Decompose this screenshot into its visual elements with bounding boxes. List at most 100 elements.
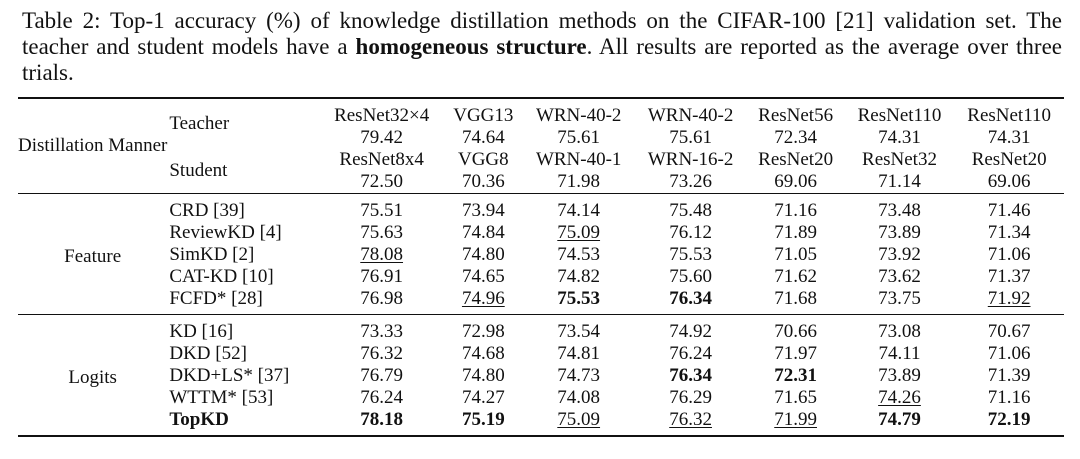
accuracy-value: 76.29: [669, 387, 712, 408]
accuracy-cell: 71.39: [954, 365, 1064, 387]
accuracy-value: 73.48: [878, 200, 921, 221]
accuracy-cell: 73.92: [845, 244, 955, 266]
accuracy-value: 73.94: [461, 200, 505, 221]
accuracy-value: 74.96: [461, 288, 505, 309]
table-row: DKD+LS* [37] 76.79 74.80 74.73 76.34 72.31 73.…: [18, 365, 1064, 387]
accuracy-value: 71.37: [987, 266, 1031, 287]
table-row: DKD [52] 76.32 74.68 74.81 76.24 71.97 74.11 71…: [18, 343, 1064, 365]
method-name: CAT-KD [10]: [169, 266, 274, 287]
table-row: FCFD* [28] 76.98 74.96 75.53 76.34 71.68 73.75…: [18, 288, 1064, 315]
accuracy-value: 76.91: [360, 266, 404, 287]
header-teacher-6: ResNet110: [967, 105, 1052, 126]
accuracy-cell: 74.68: [444, 343, 523, 365]
accuracy-value: 75.53: [669, 244, 712, 265]
accuracy-value: 72.98: [461, 321, 505, 342]
accuracy-cell: 74.92: [635, 315, 747, 344]
accuracy-cell: 75.09: [523, 409, 635, 436]
accuracy-cell: 74.14: [523, 194, 635, 223]
header-teacher-acc-0: 79.42: [360, 127, 404, 148]
accuracy-cell: 76.29: [635, 387, 747, 409]
accuracy-cell: 74.08: [523, 387, 635, 409]
header-teacher-1: VGG13: [453, 105, 514, 126]
accuracy-cell: 71.06: [954, 343, 1064, 365]
header-teacher-5: ResNet110: [857, 105, 942, 126]
method-name: TopKD: [169, 409, 229, 430]
accuracy-value: 73.89: [878, 222, 921, 243]
accuracy-cell: 74.81: [523, 343, 635, 365]
header-student-acc-6: 69.06: [987, 171, 1031, 192]
table-body: Feature CRD [39] 75.51 73.94 74.14 75.48 71.16…: [18, 193, 1064, 436]
accuracy-cell: 70.67: [954, 315, 1064, 344]
accuracy-value: 78.08: [360, 244, 404, 265]
header-student-0: ResNet8x4: [339, 149, 424, 170]
header-teacher-2: WRN-40-2: [535, 105, 622, 126]
accuracy-cell: 75.63: [319, 222, 444, 244]
accuracy-value: 74.26: [878, 387, 921, 408]
accuracy-cell: 71.92: [954, 288, 1064, 315]
accuracy-value: 73.08: [878, 321, 921, 342]
accuracy-cell: 76.24: [319, 387, 444, 409]
method-name: CRD [39]: [169, 200, 245, 221]
accuracy-value: 75.60: [669, 266, 712, 287]
accuracy-cell: 75.48: [635, 194, 747, 223]
header-student-acc-4: 69.06: [774, 171, 817, 192]
header-student-5: ResNet32: [862, 149, 937, 170]
accuracy-value: 76.98: [360, 288, 404, 309]
accuracy-value: 73.54: [557, 321, 601, 342]
table-header: Distillation Manner Teacher ResNet32×4 VG…: [18, 98, 1064, 194]
accuracy-value: 71.06: [987, 244, 1031, 265]
accuracy-cell: 74.79: [845, 409, 955, 436]
accuracy-value: 76.79: [360, 365, 404, 386]
accuracy-cell: 75.53: [635, 244, 747, 266]
table-row: Logits KD [16] 73.33 72.98 73.54 74.92 70.66 73…: [18, 314, 1064, 388]
accuracy-value: 75.48: [669, 200, 712, 221]
accuracy-cell: 73.89: [845, 222, 955, 244]
accuracy-value: 71.06: [987, 343, 1031, 364]
method-name: DKD [52]: [169, 343, 247, 364]
student-label: Student: [169, 160, 228, 181]
accuracy-value: 74.53: [557, 244, 601, 265]
accuracy-cell: 76.91: [319, 266, 444, 288]
accuracy-cell: 72.31: [747, 365, 845, 387]
accuracy-cell: 72.19: [954, 409, 1064, 436]
accuracy-value: 76.24: [669, 343, 712, 364]
accuracy-value: 76.34: [669, 365, 712, 386]
accuracy-value: 71.16: [987, 387, 1031, 408]
accuracy-value: 74.80: [461, 365, 505, 386]
header-student-1: VGG8: [457, 149, 509, 170]
accuracy-cell: 71.97: [747, 343, 845, 365]
accuracy-cell: 74.82: [523, 266, 635, 288]
header-student-6: ResNet20: [971, 149, 1047, 170]
accuracy-value: 71.62: [774, 266, 817, 287]
accuracy-value: 72.31: [774, 365, 817, 386]
accuracy-cell: 70.66: [747, 315, 845, 344]
accuracy-cell: 71.34: [954, 222, 1064, 244]
accuracy-cell: 75.51: [319, 194, 444, 223]
accuracy-value: 74.79: [878, 409, 921, 430]
accuracy-cell: 76.98: [319, 288, 444, 315]
accuracy-cell: 75.53: [523, 288, 635, 315]
accuracy-value: 74.82: [557, 266, 601, 287]
header-student-4: ResNet20: [758, 149, 834, 170]
header-teacher-acc-5: 74.31: [878, 127, 921, 148]
accuracy-value: 71.92: [987, 288, 1031, 309]
accuracy-cell: 76.24: [635, 343, 747, 365]
table-caption: Table 2: Top-1 accuracy (%) of knowledge…: [22, 8, 1062, 86]
accuracy-value: 76.32: [669, 409, 712, 430]
accuracy-value: 73.75: [878, 288, 921, 309]
header-teacher-acc-3: 75.61: [669, 127, 712, 148]
header-teacher-0: ResNet32×4: [334, 105, 430, 126]
accuracy-cell: 72.98: [444, 315, 523, 344]
accuracy-value: 74.92: [669, 321, 712, 342]
accuracy-cell: 74.26: [845, 387, 955, 409]
header-teacher-acc-6: 74.31: [987, 127, 1031, 148]
method-name: FCFD* [28]: [169, 288, 263, 309]
accuracy-value: 71.68: [774, 288, 817, 309]
header-teacher-acc-1: 74.64: [461, 127, 505, 148]
header-student-acc-0: 72.50: [360, 171, 404, 192]
accuracy-cell: 73.62: [845, 266, 955, 288]
header-teacher-3: WRN-40-2: [647, 105, 734, 126]
accuracy-value: 74.11: [878, 343, 921, 364]
accuracy-cell: 73.94: [444, 194, 523, 223]
accuracy-value: 75.51: [360, 200, 404, 221]
